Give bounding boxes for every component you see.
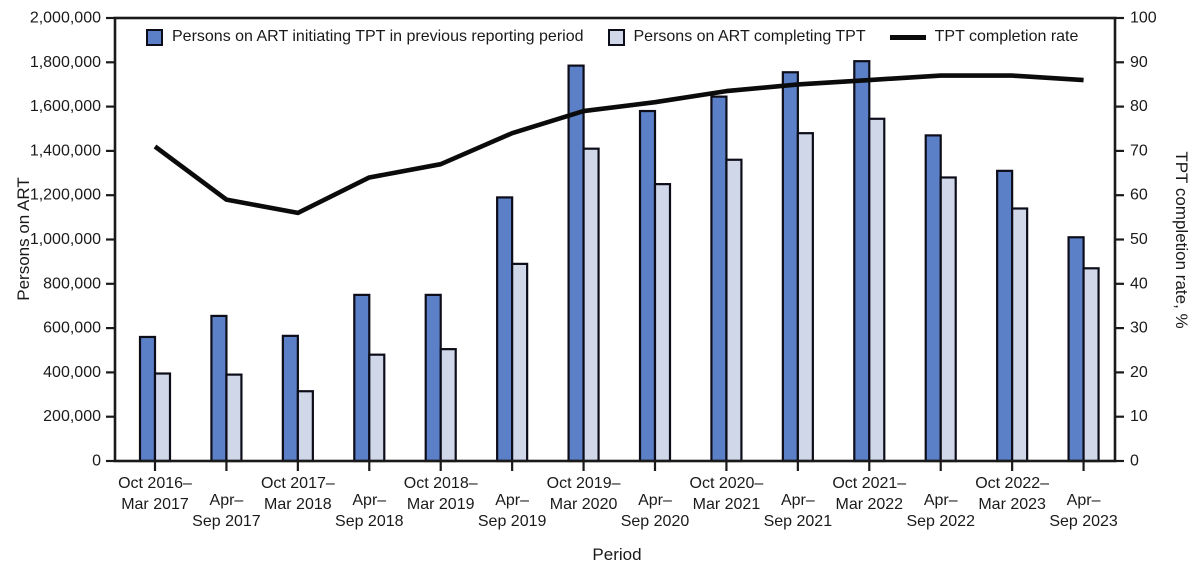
- x-tick-label: Apr– Sep 2019: [478, 492, 547, 530]
- x-tick-label: Oct 2018– Mar 2019: [404, 475, 478, 513]
- y-right-tick-label: 70: [1130, 142, 1148, 159]
- y-left-tick-label: 200,000: [43, 408, 101, 425]
- y-right-tick-label: 10: [1130, 408, 1148, 425]
- y-left-tick-label: 800,000: [43, 275, 101, 292]
- bar-initiating: [996, 169, 1014, 463]
- y-left-tick-label: 600,000: [43, 320, 101, 337]
- bar-completing: [725, 158, 743, 463]
- y-right-tick-label: 50: [1130, 231, 1148, 248]
- bar-completing: [1011, 207, 1029, 463]
- y-left-tick-label: 400,000: [43, 364, 101, 381]
- legend-label-initiating: Persons on ART initiating TPT in previou…: [172, 28, 584, 45]
- x-tick-label: Oct 2017– Mar 2018: [261, 475, 335, 513]
- bar-completing: [225, 373, 243, 463]
- bar-initiating: [1067, 236, 1085, 463]
- bar-completing: [296, 390, 314, 463]
- legend-item-rate: TPT completion rate: [889, 28, 1079, 46]
- y-right-tick-label: 20: [1130, 364, 1148, 381]
- bar-completing: [511, 262, 529, 463]
- y-left-tick-label: 1,400,000: [30, 142, 101, 159]
- x-tick-label: Apr– Sep 2020: [621, 492, 690, 530]
- bar-completing: [439, 348, 457, 463]
- legend-line-swatch-icon: [889, 34, 926, 40]
- y-right-tick-label: 30: [1130, 320, 1148, 337]
- x-tick-label: Apr– Sep 2018: [335, 492, 404, 530]
- x-tick-label: Oct 2021– Mar 2022: [832, 475, 906, 513]
- y-right-tick-label: 90: [1130, 54, 1148, 71]
- bar-initiating: [138, 335, 157, 463]
- y-right-tick-label: 100: [1130, 10, 1157, 27]
- legend-item-initiating: Persons on ART initiating TPT in previou…: [146, 28, 584, 46]
- bar-initiating: [496, 196, 514, 463]
- rate-line: [153, 73, 1084, 216]
- bar-completing: [796, 132, 814, 463]
- x-tick-label: Oct 2020– Mar 2021: [690, 475, 764, 513]
- y-axis-title-right: TPT completion rate, %: [1172, 151, 1191, 329]
- bar-initiating: [353, 293, 371, 463]
- bar-completing: [868, 117, 886, 463]
- legend-item-completing: Persons on ART completing TPT: [607, 28, 866, 46]
- legend-swatch-completing-icon: [607, 28, 625, 46]
- plot-border: [113, 16, 1117, 463]
- bar-initiating: [281, 334, 299, 463]
- x-tick-label: Apr– Sep 2017: [192, 492, 261, 530]
- x-tick-label: Apr– Sep 2021: [764, 492, 833, 530]
- y-left-tick-label: 1,000,000: [30, 231, 101, 248]
- bar-initiating: [710, 95, 728, 463]
- y-right-tick-label: 0: [1130, 453, 1139, 470]
- bar-completing: [1082, 267, 1100, 463]
- y-left-tick-label: 2,000,000: [30, 10, 101, 27]
- bar-completing: [582, 147, 600, 463]
- x-tick-label: Oct 2019– Mar 2020: [547, 475, 621, 513]
- bar-completing: [653, 183, 672, 463]
- y-left-tick-label: 1,800,000: [30, 54, 101, 71]
- y-left-tick-label: 0: [92, 453, 101, 470]
- y-right-tick-label: 60: [1130, 187, 1148, 204]
- bar-initiating: [924, 134, 942, 463]
- x-tick-label: Apr– Sep 2023: [1049, 492, 1118, 530]
- legend-swatch-initiating-icon: [146, 28, 163, 46]
- x-axis-title: Period: [592, 545, 642, 564]
- bar-completing: [153, 372, 172, 463]
- legend: Persons on ART initiating TPT in previou…: [146, 28, 1078, 46]
- y-axis-title-left: Persons on ART: [14, 177, 33, 301]
- y-left-tick-label: 1,200,000: [30, 187, 101, 204]
- y-left-tick-label: 1,600,000: [30, 98, 101, 115]
- x-tick-label: Apr– Sep 2022: [906, 492, 975, 530]
- x-tick-label: Oct 2016– Mar 2017: [118, 475, 192, 513]
- bar-initiating: [424, 293, 442, 463]
- bar-initiating: [853, 60, 871, 463]
- bar-completing: [939, 176, 957, 463]
- legend-label-rate: TPT completion rate: [934, 28, 1079, 45]
- bar-initiating: [210, 314, 228, 463]
- y-right-tick-label: 40: [1130, 275, 1148, 292]
- legend-label-completing: Persons on ART completing TPT: [633, 28, 866, 45]
- y-right-tick-label: 80: [1130, 98, 1148, 115]
- bar-initiating: [567, 64, 585, 463]
- bar-initiating: [638, 109, 657, 463]
- x-tick-label: Oct 2022– Mar 2023: [975, 475, 1049, 513]
- bar-completing: [368, 353, 386, 463]
- bar-initiating: [781, 71, 799, 463]
